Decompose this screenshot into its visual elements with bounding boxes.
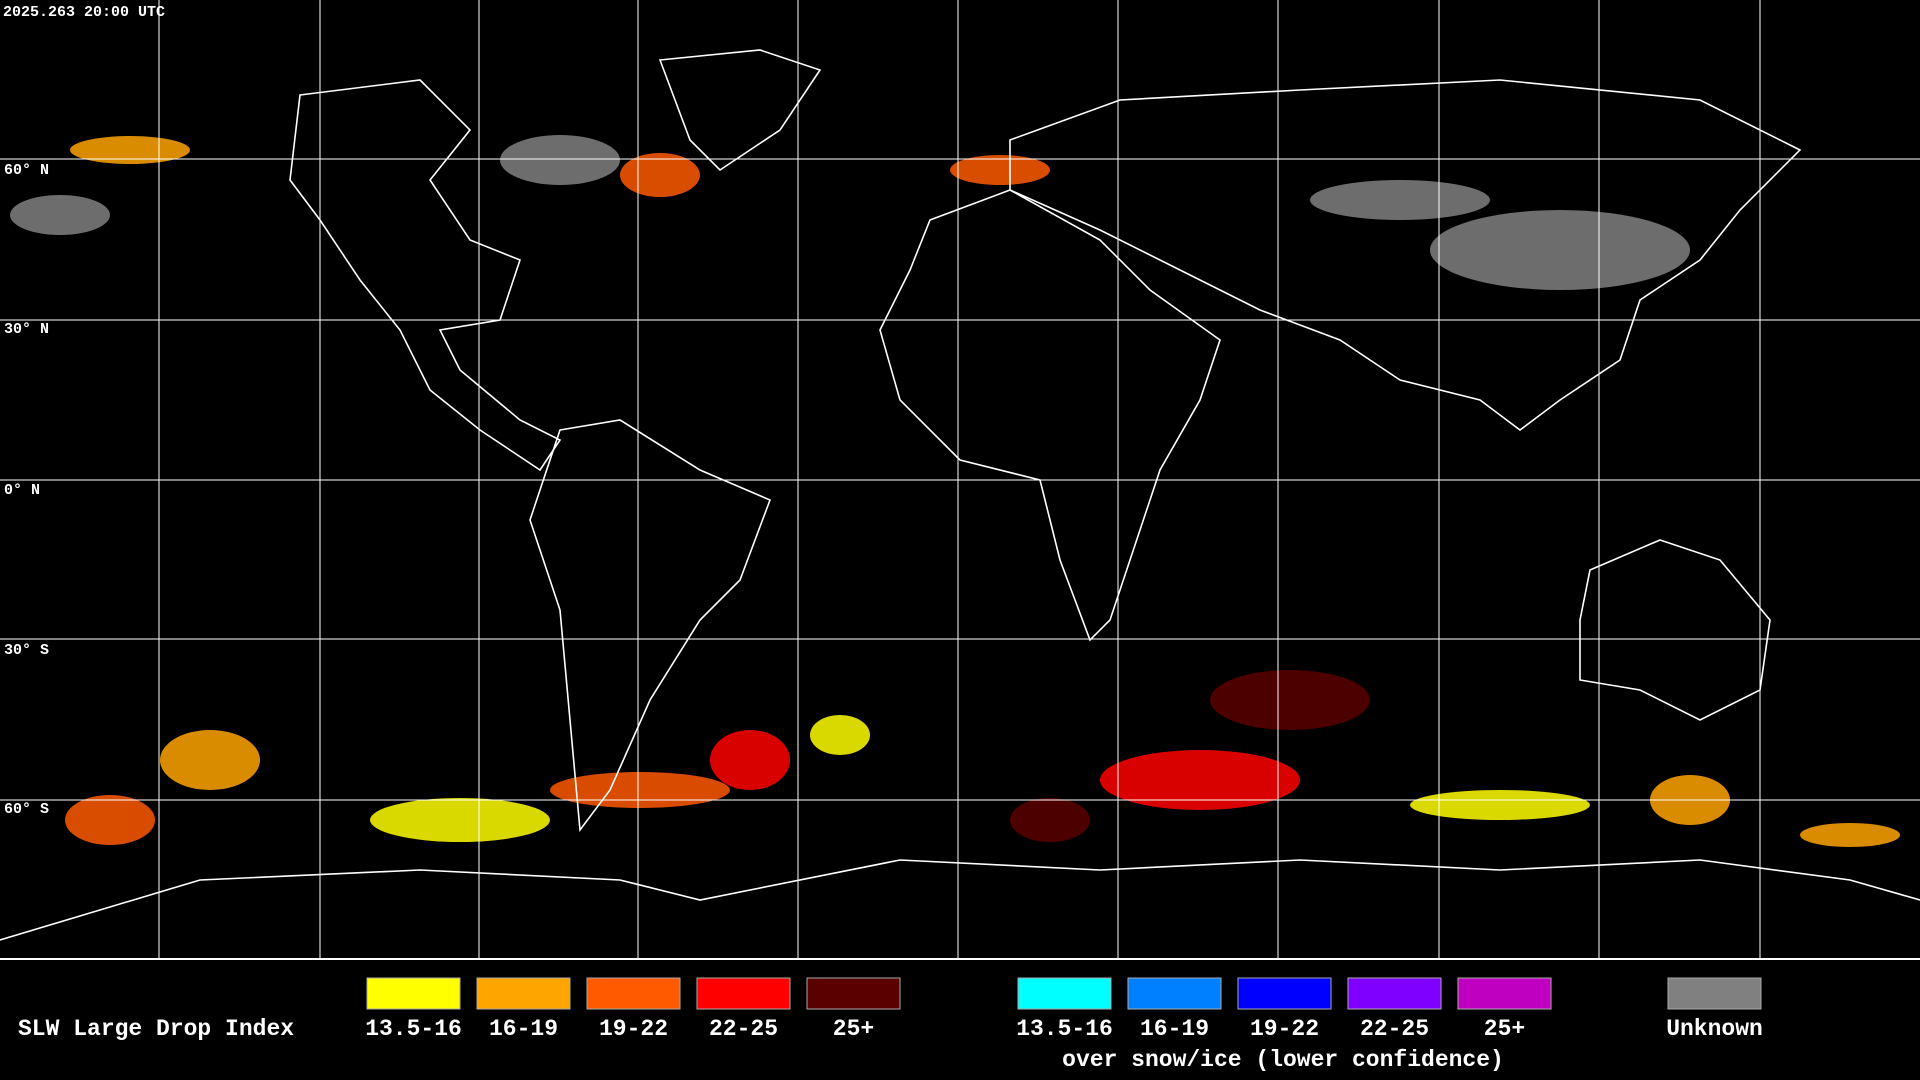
legend-swatch: [586, 977, 681, 1010]
legend-swatch: [696, 977, 791, 1010]
legend-label: 22-25: [709, 1016, 778, 1042]
legend-label: 25+: [1484, 1016, 1525, 1042]
legend-swatch: [1347, 977, 1442, 1010]
legend-swatch: [1667, 977, 1762, 1010]
legend-swatch: [1457, 977, 1552, 1010]
legend-label: 13.5-16: [1016, 1016, 1113, 1042]
legend-swatch: [806, 977, 901, 1010]
coastlines: [0, 49, 1920, 941]
legend-label: 13.5-16: [365, 1016, 462, 1042]
latitude-label: 60° S: [4, 801, 49, 818]
latitude-label: 30° N: [4, 321, 49, 338]
legend-title: SLW Large Drop Index: [18, 1016, 294, 1042]
legend-divider: [0, 958, 1920, 960]
timestamp: 2025.263 20:00 UTC: [3, 4, 165, 21]
legend-swatch: [476, 977, 571, 1010]
legend-swatch: [1127, 977, 1222, 1010]
latitude-label: 30° S: [4, 642, 49, 659]
legend-label: 19-22: [1250, 1016, 1319, 1042]
legend-label: Unknown: [1666, 1016, 1763, 1042]
legend-swatch: [1237, 977, 1332, 1010]
latitude-label: 60° N: [4, 162, 49, 179]
legend-label: 19-22: [599, 1016, 668, 1042]
legend-swatch: [1017, 977, 1112, 1010]
legend-swatch: [366, 977, 461, 1010]
legend-label: 22-25: [1360, 1016, 1429, 1042]
grid: [0, 0, 1920, 958]
map-background: [0, 0, 1920, 958]
latitude-label: 0° N: [4, 482, 40, 499]
legend-label: 25+: [833, 1016, 874, 1042]
legend-label: 16-19: [1140, 1016, 1209, 1042]
legend-label: 16-19: [489, 1016, 558, 1042]
legend-caption: over snow/ice (lower confidence): [1062, 1047, 1504, 1073]
cloud-field: [10, 135, 1900, 847]
